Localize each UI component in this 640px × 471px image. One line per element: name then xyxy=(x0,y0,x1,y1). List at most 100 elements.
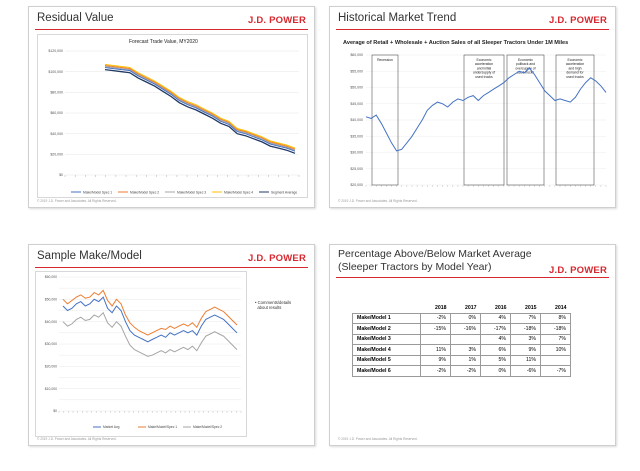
row-label: Make/Model 6 xyxy=(352,365,421,377)
annotation-label: demand for xyxy=(566,71,584,75)
y-tick-label: $120,000 xyxy=(48,49,63,53)
annotation-label: used trucks xyxy=(475,75,493,79)
column-header: 2015 xyxy=(524,304,537,311)
chart-frame xyxy=(35,271,247,437)
annotation-label: and initial xyxy=(477,66,492,70)
comment-bullet-icon: • xyxy=(255,300,258,305)
slide-footer: © 2019 J.D. Power and Associates. All Ri… xyxy=(37,199,117,203)
table-cell xyxy=(420,333,451,345)
annotation-label: Recession xyxy=(377,58,393,62)
slide-title: Historical Market Trend xyxy=(338,12,457,24)
table-cell: 3% xyxy=(450,344,481,356)
y-tick-label: $45,000 xyxy=(350,102,363,106)
annotation-label: Economic xyxy=(568,58,583,62)
series-line-4 xyxy=(104,63,296,149)
residual-value-slide: Residual Value J.D. POWER Forecast Trade… xyxy=(28,6,315,208)
table-cell: 3% xyxy=(510,333,541,345)
y-tick-label: $20,000 xyxy=(50,153,63,157)
y-tick-label: $60,000 xyxy=(50,111,63,115)
table-cell: -18% xyxy=(540,323,571,335)
y-tick-label: $60,000 xyxy=(350,53,363,57)
column-header xyxy=(353,303,421,313)
legend-label: Make/Model/Spec 1 xyxy=(148,425,177,429)
title-rule xyxy=(336,29,609,30)
table-cell: 4% xyxy=(480,312,511,324)
y-tick-label: $0 xyxy=(59,173,63,177)
annotation-label: used trucks xyxy=(517,71,535,75)
table-cell: 5% xyxy=(480,354,511,366)
legend-label: Make/Model/Spec 2 xyxy=(193,425,222,429)
table-cell: 1% xyxy=(450,354,481,366)
chart-title: Average of Retail + Wholesale + Auction … xyxy=(343,40,569,46)
sample-make-model-slide: Sample Make/Model J.D. POWER $0 $10,000 $2… xyxy=(28,244,315,446)
slide-footer: © 2019 J.D. Power and Associates. All Ri… xyxy=(338,437,418,441)
table-cell: -15% xyxy=(420,323,451,335)
title-rule xyxy=(35,267,308,268)
jd-power-logo: J.D. POWER xyxy=(248,15,306,26)
legend-label: Make/Model Spec 2 xyxy=(130,190,159,194)
table-cell: -18% xyxy=(510,323,541,335)
y-tick-label: $40,000 xyxy=(350,118,363,122)
y-tick-label: $50,000 xyxy=(45,298,57,302)
legend-label: Make/Model Spec 3 xyxy=(177,190,206,194)
annotation-box xyxy=(371,54,399,186)
legend-label: Make/Model Spec 4 xyxy=(224,190,253,194)
legend-label: Market Avg xyxy=(103,425,120,429)
slide-footer: © 2019 J.D. Power and Associates. All Ri… xyxy=(338,199,418,203)
market-trend-line xyxy=(365,67,607,152)
table-cell: 11% xyxy=(420,344,451,356)
y-tick-label: $20,000 xyxy=(350,183,363,187)
slide-title: Sample Make/Model xyxy=(37,250,142,262)
annotation-box xyxy=(463,54,505,186)
table-header-row: 2018 2017 2016 2015 2014 xyxy=(353,303,571,313)
series-line-1 xyxy=(104,67,296,152)
column-header: 2014 xyxy=(554,304,567,311)
jd-power-logo: J.D. POWER xyxy=(248,253,306,264)
table-cell: 7% xyxy=(540,333,571,345)
column-header: 2016 xyxy=(494,304,507,311)
table-cell: 9% xyxy=(510,344,541,356)
annotation-label: acceleration xyxy=(566,62,584,66)
series-line-3 xyxy=(104,66,296,151)
percentage-table: 2018 2017 2016 2015 2014 Make/Model 1 -2% 0% 4%… xyxy=(352,303,571,377)
y-tick-label: $40,000 xyxy=(45,320,57,324)
annotation-box xyxy=(506,54,545,186)
y-tick-label: $60,000 xyxy=(45,275,57,279)
jd-power-logo: J.D. POWER xyxy=(549,265,607,276)
historical-trend-chart: $20,000 $25,000 $30,000 $35,000 $40,000 $45,0… xyxy=(350,53,607,187)
table-cell: 6% xyxy=(480,344,511,356)
series-line-5 xyxy=(104,68,296,154)
table-cell: -6% xyxy=(510,365,541,377)
table-row: Make/Model 6 -2% -2% 0% -6% -7% xyxy=(352,365,571,377)
table-cell: -2% xyxy=(420,312,451,324)
table-row: Make/Model 4 11% 3% 6% 9% 10% xyxy=(352,344,571,356)
annotation-label: oversupply of xyxy=(515,66,535,70)
table-cell: -7% xyxy=(540,365,571,377)
annotation-label: Economic xyxy=(477,58,492,62)
table-cell: -17% xyxy=(480,323,511,335)
y-tick-label: $10,000 xyxy=(45,387,57,391)
table-cell: -16% xyxy=(450,323,481,335)
legend-label: Make/Model Spec 1 xyxy=(83,190,112,194)
y-tick-label: $55,000 xyxy=(350,69,363,73)
row-label: Make/Model 5 xyxy=(352,354,421,366)
table-cell: 0% xyxy=(480,365,511,377)
series-line-1 xyxy=(62,296,238,343)
table-cell: 8% xyxy=(540,312,571,324)
table-cell xyxy=(540,354,571,366)
comment-line-2: about results xyxy=(257,305,282,310)
series-line-3 xyxy=(62,311,238,357)
table-cell: -2% xyxy=(420,365,451,377)
title-rule xyxy=(35,29,308,30)
y-tick-label: $20,000 xyxy=(45,365,57,369)
y-tick-label: $35,000 xyxy=(350,134,363,138)
annotation-box xyxy=(555,54,595,186)
table-cell: -2% xyxy=(450,365,481,377)
chart-frame xyxy=(37,34,308,198)
jd-power-logo: J.D. POWER xyxy=(549,15,607,26)
y-tick-label: $80,000 xyxy=(50,91,63,95)
table-row: Make/Model 2 -15% -16% -17% -18% -18% xyxy=(352,323,571,335)
annotation-label: pullback and xyxy=(516,62,535,66)
table-cell: 4% xyxy=(480,333,511,345)
slide-title: Percentage Above/Below Market Average (S… xyxy=(338,248,532,273)
